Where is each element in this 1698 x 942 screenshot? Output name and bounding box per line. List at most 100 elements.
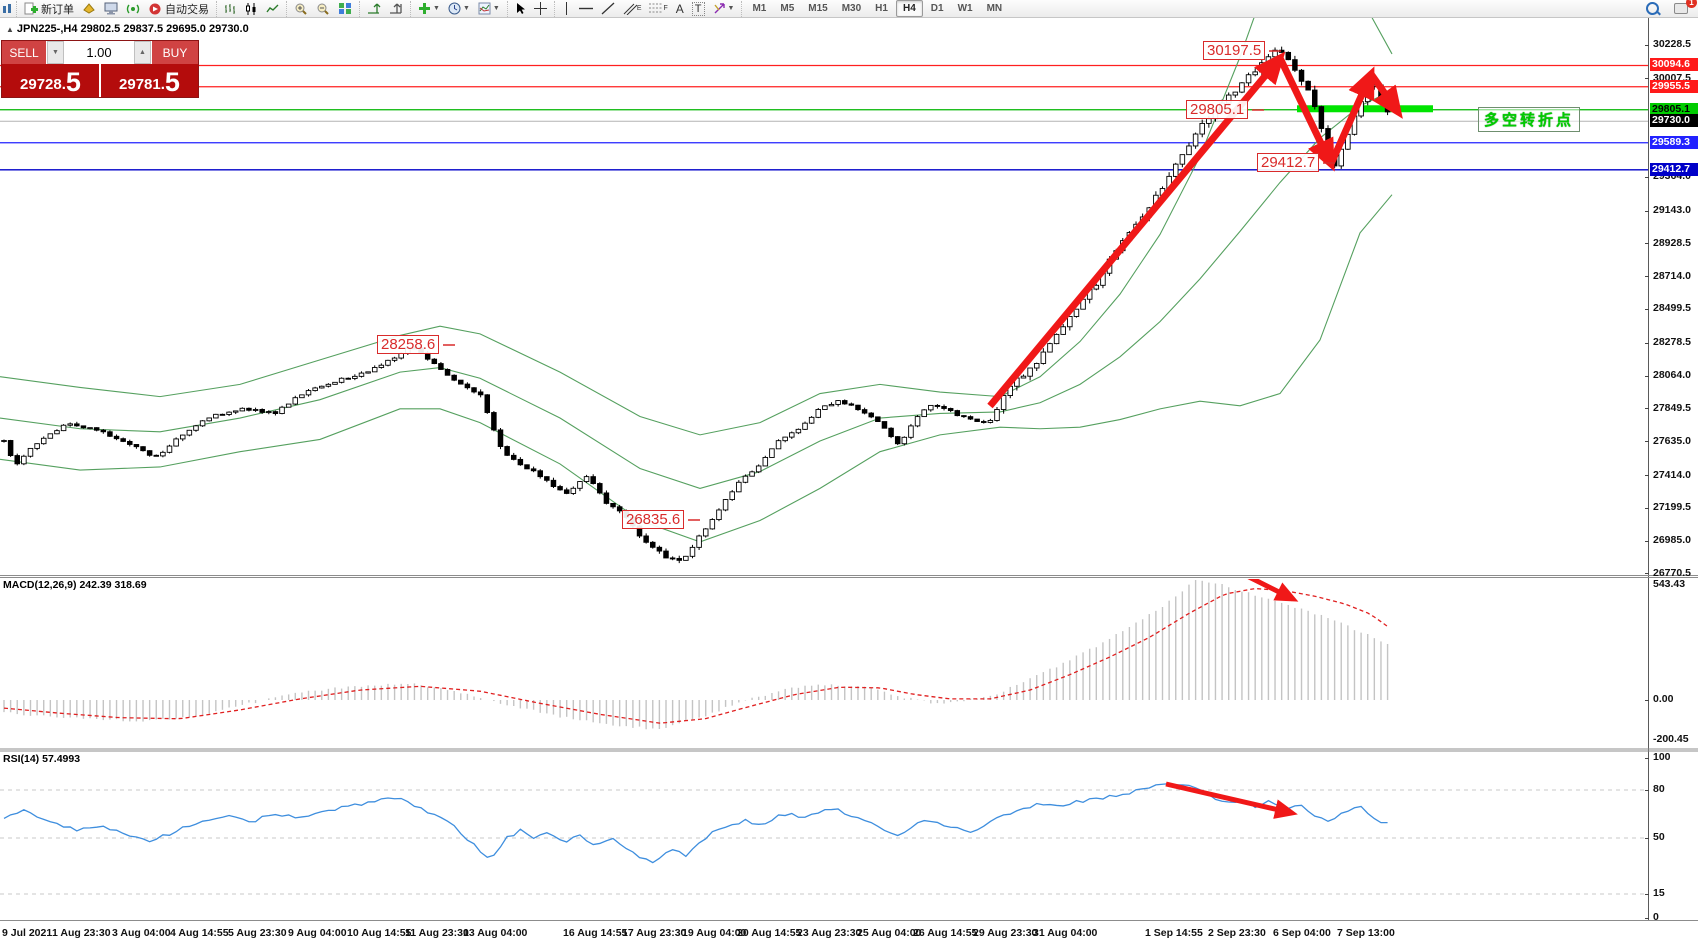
auto-trading-button[interactable]: 自动交易 <box>145 1 212 16</box>
candle-body <box>868 412 874 418</box>
trend-arrow[interactable] <box>1276 56 1335 172</box>
buy-button[interactable]: BUY <box>151 41 198 64</box>
candle-body <box>1312 89 1318 108</box>
sell-button[interactable]: SELL <box>2 41 47 64</box>
candle-body <box>424 352 431 360</box>
candle-body <box>140 446 146 452</box>
candle-body <box>338 377 345 383</box>
zoom-out-button[interactable] <box>313 1 333 16</box>
candle-body <box>729 491 735 501</box>
templates-button[interactable]: ▼ <box>475 1 503 16</box>
candle-body <box>246 407 252 411</box>
candle-body <box>623 510 630 518</box>
timeframe-d1[interactable]: D1 <box>930 3 944 14</box>
candle-body <box>305 390 312 396</box>
lot-size-input[interactable]: 1.00 <box>64 41 134 64</box>
zoom-in-button[interactable] <box>291 1 311 16</box>
fibonacci-tool-button[interactable]: F <box>646 1 670 16</box>
buy-price[interactable]: 29781. 5 <box>101 64 198 97</box>
notifications-button[interactable]: 1 <box>1671 0 1697 16</box>
vertical-line-tool-button[interactable] <box>559 1 574 16</box>
horizontal-line-tool-button[interactable] <box>576 1 596 16</box>
timeframe-m5[interactable]: M5 <box>780 3 795 14</box>
candle-body <box>173 438 179 447</box>
terminal-button[interactable] <box>101 1 121 16</box>
strategy-tester-button[interactable] <box>123 1 143 16</box>
candle-body <box>266 411 272 414</box>
candle-body <box>133 444 140 448</box>
crosshair-tool-button[interactable] <box>531 1 550 16</box>
candle-body <box>1305 80 1311 91</box>
candle-body <box>769 448 775 458</box>
candle-body <box>444 369 451 376</box>
candle-body <box>808 416 815 424</box>
candle-body <box>146 450 153 456</box>
candle-body <box>7 440 14 457</box>
notification-badge: 1 <box>1686 0 1697 8</box>
trend-arrow[interactable] <box>1327 66 1375 166</box>
candle-body <box>93 427 100 431</box>
text-label-tool-button[interactable]: T <box>689 1 708 16</box>
auto-trading-label: 自动交易 <box>165 3 209 16</box>
rsi-layer <box>0 781 1648 895</box>
periods-button[interactable]: ▼ <box>445 1 473 16</box>
chart-shift-button[interactable] <box>386 1 406 16</box>
candle-body <box>206 417 212 422</box>
bollinger-upper <box>0 18 1393 436</box>
candle-body <box>676 558 682 561</box>
timeframe-mn[interactable]: MN <box>986 3 1003 14</box>
bar-chart-button[interactable] <box>221 1 240 16</box>
candle-body <box>981 421 987 423</box>
candle-body <box>928 404 934 411</box>
rsi-indicator-label: RSI(14) 57.4993 <box>3 753 81 765</box>
trendline-tool-button[interactable] <box>598 1 618 16</box>
candle-body <box>438 363 444 370</box>
indicators-button[interactable]: ▼ <box>415 1 443 16</box>
candle-body <box>603 492 610 504</box>
candle-body <box>391 357 398 361</box>
green-trend-segment[interactable] <box>1297 105 1433 113</box>
candlestick-chart-button[interactable] <box>242 1 261 16</box>
profiles-button[interactable] <box>79 1 99 16</box>
sell-price[interactable]: 29728. 5 <box>2 64 99 97</box>
candle-body <box>875 416 881 423</box>
lot-increase-button[interactable]: ▲ <box>134 41 151 64</box>
candle-body <box>127 440 133 445</box>
timeframe-m1[interactable]: M1 <box>752 3 767 14</box>
macd-layer <box>3 556 1389 730</box>
lot-decrease-button[interactable]: ▼ <box>47 41 64 64</box>
candle-body <box>40 437 47 445</box>
text-tool-button[interactable]: A <box>673 1 687 16</box>
signal-icon <box>126 4 140 14</box>
trend-arrow[interactable] <box>1165 781 1298 819</box>
timeframe-m15[interactable]: M15 <box>808 3 828 14</box>
candle-body <box>742 475 749 483</box>
timeframe-w1[interactable]: W1 <box>957 3 973 14</box>
candle-body <box>702 528 709 537</box>
search-button[interactable] <box>1643 1 1662 16</box>
window-collapse-icon: ▲ <box>6 25 14 34</box>
line-chart-button[interactable] <box>263 1 282 16</box>
new-order-button[interactable]: 新订单 <box>21 1 77 16</box>
trend-arrow[interactable] <box>1368 71 1403 119</box>
timeframe-h4[interactable]: H4 <box>895 0 923 17</box>
candle-body <box>312 387 318 392</box>
equidistant-channel-tool-button[interactable]: E <box>620 1 645 16</box>
arrows-tool-button[interactable]: ▼ <box>710 1 738 16</box>
candle-body <box>219 413 226 416</box>
auto-scroll-button[interactable] <box>364 1 384 16</box>
candle-body <box>199 420 206 427</box>
candle-body <box>1179 154 1186 165</box>
timeframe-h1[interactable]: H1 <box>875 3 888 14</box>
tile-windows-button[interactable] <box>335 1 355 16</box>
candle-body <box>54 430 60 435</box>
candle-body <box>186 429 193 436</box>
candle-body <box>908 425 914 438</box>
candle-body <box>716 509 722 521</box>
candle-body <box>14 455 20 465</box>
cursor-tool-button[interactable] <box>512 1 529 16</box>
trend-arrow[interactable] <box>1207 556 1299 602</box>
candle-body <box>358 372 365 377</box>
timeframe-m30[interactable]: M30 <box>841 3 862 14</box>
